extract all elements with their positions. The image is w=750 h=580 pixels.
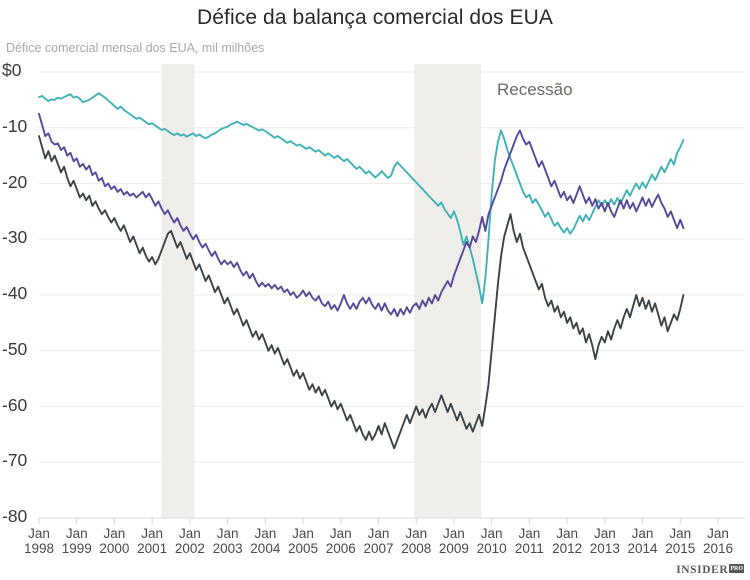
- x-axis-label-2004: Jan 2004: [245, 526, 285, 556]
- x-axis-month: Jan: [405, 526, 428, 541]
- y-axis-label--70: -70: [2, 450, 28, 471]
- x-axis-year: 2003: [212, 541, 243, 556]
- x-axis-month: Jan: [556, 526, 578, 541]
- recession-bands: [161, 64, 482, 518]
- x-axis-label-2014: Jan 2014: [623, 526, 663, 556]
- x-axis-year: 2002: [174, 541, 205, 556]
- y-axis-label--30: -30: [2, 227, 28, 248]
- watermark-brand: INSIDER: [676, 564, 729, 576]
- x-axis-label-2005: Jan 2005: [283, 526, 323, 556]
- x-axis-label-2010: Jan 2010: [472, 526, 512, 556]
- data-series: [38, 92, 685, 450]
- y-axis-label--80: -80: [2, 506, 28, 526]
- x-axis-year: 2014: [627, 541, 658, 556]
- x-axis-month: Jan: [480, 526, 503, 541]
- x-axis-month: Jan: [329, 526, 352, 541]
- x-axis-month: Jan: [367, 526, 390, 541]
- x-axis-label-2016: Jan 2016: [698, 526, 738, 556]
- x-axis-month: Jan: [216, 526, 239, 541]
- x-axis-year: 2000: [99, 541, 130, 556]
- x-axis-year: 2005: [288, 541, 319, 556]
- recession-annotation-label: Recessão: [497, 80, 573, 99]
- series-line-teal-series: [38, 92, 685, 305]
- chart-subtitle: Défice comercial mensal dos EUA, mil mil…: [6, 41, 265, 55]
- chart-title: Défice da balança comercial dos EUA: [196, 6, 553, 29]
- recession-band-2: [414, 64, 482, 518]
- series-line-dark-series: [38, 135, 685, 450]
- x-axis-label-2009: Jan 2009: [434, 526, 474, 556]
- x-axis-year: 2001: [137, 541, 168, 556]
- x-axis-month: Jan: [631, 526, 654, 541]
- x-axis-month: Jan: [443, 526, 465, 541]
- x-axis-month: Jan: [669, 526, 692, 541]
- x-axis-month: Jan: [65, 526, 88, 541]
- y-axis-label--60: -60: [2, 394, 28, 415]
- x-axis-label-2011: Jan 2011: [509, 526, 549, 556]
- x-axis-year: 2004: [250, 541, 281, 556]
- x-axis-month: Jan: [593, 526, 616, 541]
- x-axis-year: 2009: [438, 541, 469, 556]
- recession-band-1: [161, 64, 195, 518]
- x-axis-label-2001: Jan 2001: [132, 526, 172, 556]
- y-axis-label-usd0: $0: [2, 60, 22, 80]
- series-line-purple-series: [38, 112, 685, 318]
- x-axis-year: 2007: [363, 541, 394, 556]
- x-axis-month: Jan: [707, 526, 729, 541]
- x-axis-month: Jan: [292, 526, 314, 541]
- x-axis-year: 2008: [401, 541, 432, 556]
- x-axis-year: 2016: [702, 541, 734, 556]
- x-axis-year: 2006: [325, 541, 356, 556]
- x-axis-label-2008: Jan 2008: [396, 526, 436, 556]
- x-axis-month: Jan: [254, 526, 277, 541]
- y-axis-label--10: -10: [2, 115, 28, 136]
- x-axis-label-2015: Jan 2015: [660, 526, 700, 556]
- x-axis-month: Jan: [518, 526, 541, 541]
- y-axis-label--50: -50: [2, 338, 28, 359]
- x-axis-year: 2011: [514, 541, 544, 556]
- watermark-pro-badge: PRO: [729, 564, 744, 573]
- x-axis-label-2007: Jan 2007: [359, 526, 399, 556]
- y-axis-label--40: -40: [2, 283, 28, 303]
- x-axis-ticks: [38, 518, 719, 524]
- x-axis-label-2002: Jan 2002: [170, 526, 210, 556]
- insider-watermark: INSIDER PRO: [676, 564, 744, 576]
- x-axis-label-2013: Jan 2013: [585, 526, 625, 556]
- x-axis-year: 2010: [476, 541, 507, 556]
- x-axis-month: Jan: [141, 526, 164, 541]
- x-axis-label-1999: Jan 1999: [57, 526, 97, 556]
- x-axis-year: 2013: [589, 541, 620, 556]
- x-axis-label-2003: Jan 2003: [208, 526, 248, 556]
- x-axis-year: 2012: [552, 541, 583, 556]
- y-axis-label--20: -20: [2, 171, 28, 192]
- x-axis-year: 2015: [665, 541, 696, 556]
- x-axis-month: Jan: [178, 526, 201, 541]
- x-axis-month: Jan: [103, 526, 126, 541]
- x-axis-year: 1998: [23, 541, 55, 556]
- x-axis-year: 1999: [61, 541, 92, 556]
- x-axis-label-2000: Jan 2000: [94, 526, 134, 556]
- x-axis-label-2006: Jan 2006: [321, 526, 361, 556]
- x-axis-month: Jan: [28, 526, 50, 541]
- x-axis-label-1998: Jan 1998: [19, 526, 59, 556]
- x-axis-label-2012: Jan 2012: [547, 526, 587, 556]
- gridlines: [39, 71, 745, 519]
